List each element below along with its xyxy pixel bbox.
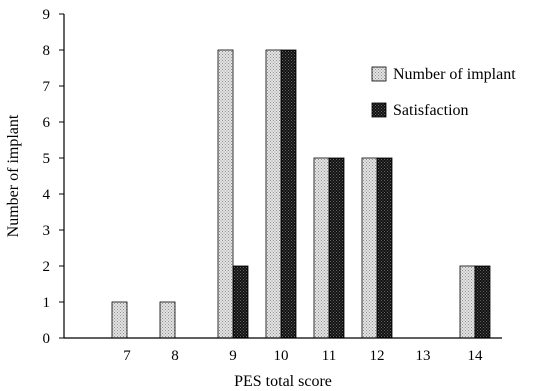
y-tick-label: 2	[43, 259, 51, 275]
legend-label-satisfaction: Satisfaction	[393, 102, 469, 119]
y-tick-label: 1	[43, 295, 51, 311]
x-tick-label: 10	[274, 348, 289, 364]
bar-satisfaction	[280, 49, 297, 339]
y-tick-label: 3	[43, 223, 51, 239]
y-tick-label: 9	[43, 7, 51, 23]
bar-satisfaction	[376, 157, 393, 339]
bar-satisfaction	[328, 157, 345, 339]
legend-swatch-satisfaction	[371, 102, 387, 118]
bar-number-of-implant	[265, 49, 282, 339]
bar-number-of-implant	[313, 157, 330, 339]
legend-swatch-number-of-implant	[371, 66, 387, 82]
bars-group	[111, 49, 491, 339]
bar-number-of-implant	[217, 49, 234, 339]
bar-satisfaction	[232, 265, 249, 339]
y-axis-label: Number of implant	[5, 114, 22, 237]
y-tick-label: 0	[43, 331, 51, 347]
y-tick-label: 6	[43, 115, 51, 131]
x-tick-label: 13	[416, 348, 431, 364]
y-tick-label: 5	[43, 151, 51, 167]
x-tick-label: 11	[322, 348, 336, 364]
y-axis-ticks: 0 1 2 3 4 5 6 7 8 9	[43, 7, 64, 347]
bar-number-of-implant	[111, 301, 128, 339]
bar-number-of-implant	[459, 265, 476, 339]
y-tick-label: 7	[43, 79, 51, 95]
legend: Number of implant Satisfaction	[371, 66, 516, 119]
x-tick-label: 7	[123, 348, 131, 364]
x-axis-ticks: 7 8 9 10 11 12 13 14	[123, 348, 483, 364]
y-tick-label: 8	[43, 43, 51, 59]
bar-satisfaction	[474, 265, 491, 339]
y-tick-label: 4	[43, 187, 51, 203]
bar-number-of-implant	[361, 157, 378, 339]
x-tick-label: 9	[229, 348, 237, 364]
bar-number-of-implant	[159, 301, 176, 339]
x-tick-label: 12	[370, 348, 385, 364]
legend-label-number-of-implant: Number of implant	[393, 66, 516, 83]
x-tick-label: 14	[468, 348, 484, 364]
x-axis-label: PES total score	[234, 373, 332, 390]
x-tick-label: 8	[171, 348, 179, 364]
